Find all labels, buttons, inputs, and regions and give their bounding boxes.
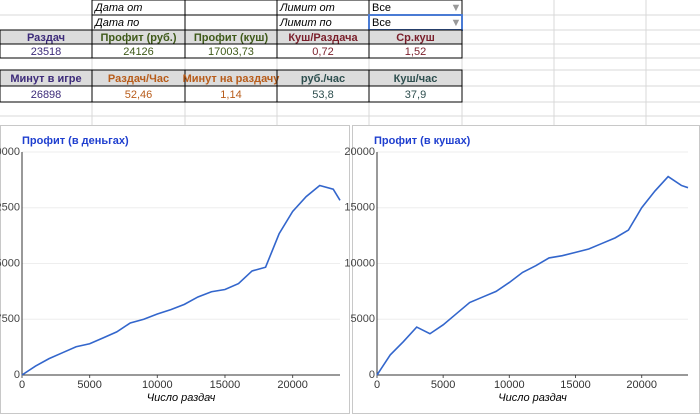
value-cell: 0,72	[312, 46, 333, 58]
y-tick-label: 30000	[0, 146, 20, 158]
x-tick-label: 0	[19, 379, 25, 391]
value-cell: 52,46	[125, 89, 153, 101]
header-cell: Минут на раздачу	[183, 73, 281, 85]
header-cell: Куш/Раздача	[288, 32, 358, 44]
chart-frame	[0, 125, 350, 414]
y-tick-label: 0	[14, 369, 20, 381]
value-cell: 17003,73	[208, 46, 254, 58]
line-series	[21, 184, 341, 376]
value-cell: 53,8	[312, 89, 333, 101]
value-cell: 26898	[31, 89, 62, 101]
chart-frame	[352, 125, 700, 414]
header-cell: руб./час	[301, 73, 345, 85]
limit-value: Все	[372, 2, 391, 14]
y-tick-label: 0	[369, 369, 375, 381]
y-tick-label: 20000	[344, 146, 375, 158]
header-cell: Куш/час	[394, 73, 438, 85]
header-cell: Профит (руб.)	[100, 32, 176, 44]
value-cell: 23518	[31, 46, 62, 58]
value-cell: 37,9	[405, 89, 426, 101]
x-tick-label: 10000	[494, 379, 525, 391]
x-tick-label: 20000	[277, 379, 308, 391]
value-cell: 1,14	[220, 89, 241, 101]
value-cell: 24126	[123, 46, 154, 58]
header-cell: Ср.куш	[396, 32, 435, 44]
y-tick-label: 5000	[351, 313, 375, 325]
chart-title: Профит (в деньгах)	[22, 135, 129, 147]
header-cell: Раздач/Час	[108, 73, 169, 85]
x-tick-label: 20000	[626, 379, 657, 391]
dropdown-arrow: ▼	[451, 2, 462, 14]
limit-label: Лимит от	[279, 2, 335, 14]
dropdown-arrow: ▼	[451, 17, 462, 29]
filter-label: Дата по	[93, 17, 139, 29]
x-tick-label: 0	[374, 379, 380, 391]
y-tick-label: 7500	[0, 313, 20, 325]
y-tick-label: 22500	[0, 202, 20, 214]
chart-title: Профит (в кушах)	[374, 135, 471, 147]
x-axis-label: Число раздач	[498, 392, 567, 404]
y-tick-label: 15000	[344, 202, 375, 214]
value-row	[0, 43, 463, 59]
limit-value: Все	[372, 17, 391, 29]
x-tick-label: 15000	[560, 379, 591, 391]
x-axis-label: Число раздач	[147, 392, 216, 404]
header-cell: Профит (куш)	[194, 32, 269, 44]
value-cell: 1,52	[405, 46, 426, 58]
x-tick-label: 10000	[142, 379, 173, 391]
header-cell: Раздач	[27, 32, 65, 44]
header-cell: Минут в игре	[10, 73, 81, 85]
value-row	[0, 85, 463, 103]
line-series	[376, 175, 689, 376]
y-tick-label: 10000	[344, 257, 375, 269]
x-tick-label: 5000	[77, 379, 101, 391]
limit-label: Лимит по	[279, 17, 332, 29]
x-tick-label: 5000	[431, 379, 455, 391]
y-tick-label: 15000	[0, 257, 20, 269]
filter-label: Дата от	[93, 2, 142, 14]
x-tick-label: 15000	[210, 379, 241, 391]
